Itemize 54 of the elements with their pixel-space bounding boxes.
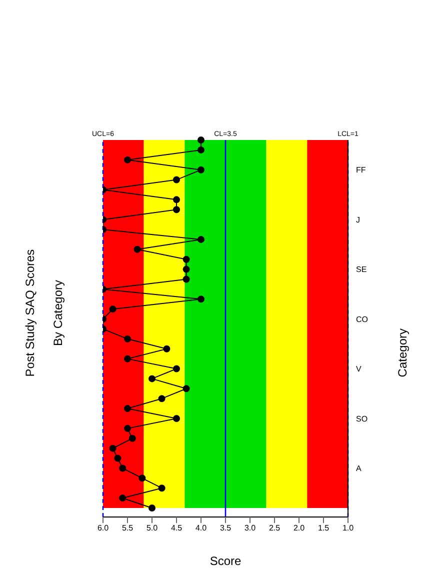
point xyxy=(124,355,131,362)
point xyxy=(173,196,180,204)
y-tick-label: J xyxy=(356,215,360,224)
point xyxy=(148,375,156,382)
point xyxy=(119,494,126,502)
point xyxy=(198,146,204,154)
x-tick-label: 6.0 xyxy=(97,524,110,533)
point xyxy=(182,276,190,283)
point xyxy=(128,434,136,442)
point xyxy=(173,176,180,184)
y-tick-label: SE xyxy=(356,265,367,274)
point xyxy=(173,414,180,422)
point xyxy=(163,345,170,352)
x-tick-label: 2.0 xyxy=(293,524,306,533)
point xyxy=(134,246,141,253)
point xyxy=(198,296,204,303)
y-tick-label: FF xyxy=(356,166,366,175)
x-tick-label: 4.5 xyxy=(170,524,183,533)
point xyxy=(109,444,116,452)
x-tick-label: 4.0 xyxy=(195,524,208,533)
point xyxy=(198,236,204,243)
x-tick-label: 2.5 xyxy=(268,524,281,533)
x-tick-label: 1.5 xyxy=(318,524,330,533)
point xyxy=(124,405,131,412)
point xyxy=(124,335,131,342)
point xyxy=(148,504,156,512)
point xyxy=(138,474,146,482)
point xyxy=(198,166,204,174)
point xyxy=(173,365,180,372)
point xyxy=(109,306,116,313)
point xyxy=(124,424,131,432)
y-tick-label: CO xyxy=(356,314,368,324)
point xyxy=(173,206,180,214)
text: By Category xyxy=(51,278,65,348)
x-tick-label: 5.5 xyxy=(122,524,134,533)
x-tick-label: 5.0 xyxy=(146,524,158,533)
y-tick-label: A xyxy=(356,464,362,474)
point xyxy=(114,454,122,462)
y-axis-title: Category xyxy=(395,328,410,378)
x-tick-label: 1.0 xyxy=(342,524,354,533)
y-tick-label: SO xyxy=(356,414,368,424)
text: Post Study SAQ Scores xyxy=(23,248,37,379)
point xyxy=(182,385,190,392)
point xyxy=(158,484,166,492)
point xyxy=(182,256,190,263)
x-tick-label: 3.0 xyxy=(244,524,256,533)
x-axis-title: Score xyxy=(210,554,242,568)
point xyxy=(182,266,190,273)
x-tick-label: 3.5 xyxy=(220,524,232,533)
point xyxy=(198,136,204,144)
y-tick-label: V xyxy=(356,364,362,374)
point xyxy=(158,395,166,402)
point xyxy=(119,464,126,472)
point xyxy=(124,156,131,164)
